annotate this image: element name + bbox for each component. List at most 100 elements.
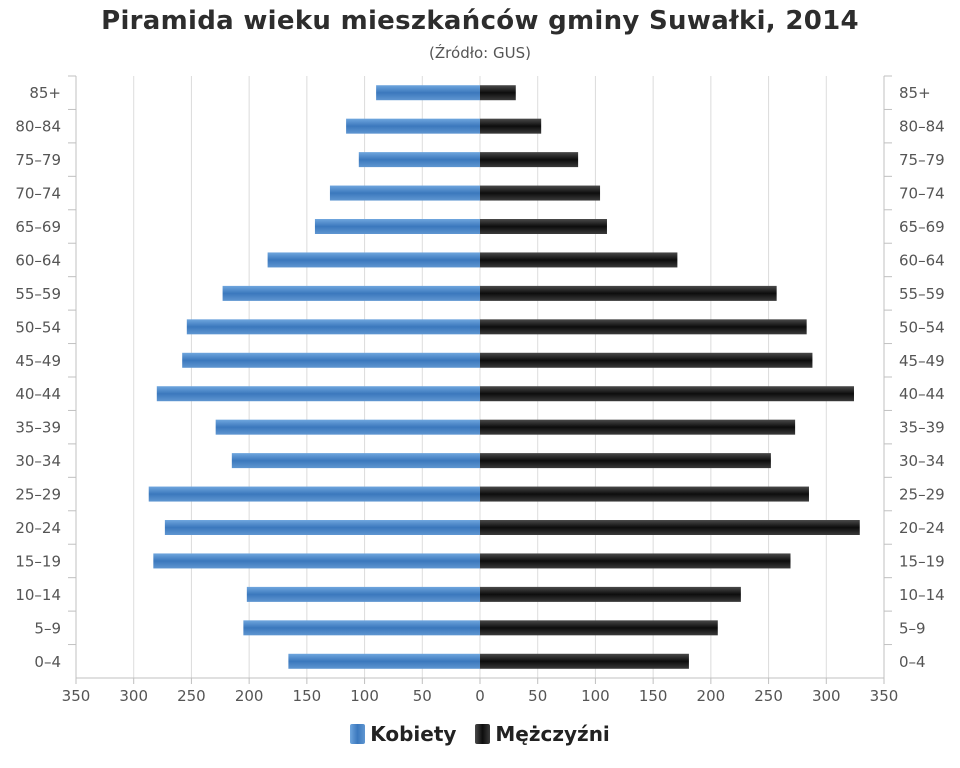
y-tick-label-left: 0–4 [34, 653, 61, 671]
y-tick-label-left: 65–69 [15, 218, 61, 236]
y-tick-label-right: 85+ [899, 84, 931, 102]
y-tick-label-right: 70–74 [899, 185, 945, 203]
x-tick-label: 300 [119, 687, 148, 705]
x-tick-label: 250 [754, 687, 783, 705]
bar-kobiety [329, 185, 480, 201]
y-tick-label-left: 45–49 [15, 352, 61, 370]
y-tick-label-left: 50–54 [15, 318, 61, 336]
x-tick-label: 350 [62, 687, 91, 705]
y-tick-label-left: 30–34 [15, 452, 61, 470]
bar-mezczyzni [480, 185, 601, 201]
y-tick-label-left: 35–39 [15, 419, 61, 437]
bar-mezczyzni [480, 386, 854, 402]
y-tick-label-right: 45–49 [899, 352, 945, 370]
bar-mezczyzni [480, 252, 678, 268]
axes [68, 75, 892, 684]
legend-label-mezczyzni: Mężczyźni [495, 722, 610, 746]
bar-kobiety [231, 453, 480, 469]
bar-kobiety [267, 252, 480, 268]
legend-swatch-kobiety [350, 724, 366, 744]
y-tick-label-right: 55–59 [899, 285, 945, 303]
y-tick-label-right: 50–54 [899, 318, 945, 336]
grid-lines [133, 76, 827, 678]
y-tick-label-left: 15–19 [15, 552, 61, 570]
chart-title: Piramida wieku mieszkańców gminy Suwałki… [101, 6, 859, 36]
x-tick-label: 250 [177, 687, 206, 705]
bar-kobiety [215, 419, 480, 435]
x-tick-label: 350 [870, 687, 899, 705]
legend-swatch-mezczyzni [475, 724, 491, 744]
x-tick-label: 150 [639, 687, 668, 705]
y-tick-label-left: 25–29 [15, 486, 61, 504]
bar-mezczyzni [480, 553, 791, 569]
bar-kobiety [376, 85, 480, 101]
bars [148, 85, 860, 669]
y-tick-label-left: 80–84 [15, 118, 61, 136]
x-tick-label: 0 [475, 687, 485, 705]
legend-item-kobiety[interactable]: Kobiety [350, 722, 456, 746]
y-tick-label-right: 20–24 [899, 519, 945, 537]
y-tick-label-left: 70–74 [15, 185, 61, 203]
bar-kobiety [153, 553, 480, 569]
bar-kobiety [288, 653, 480, 669]
y-tick-label-right: 40–44 [899, 385, 945, 403]
y-tick-label-right: 5–9 [899, 619, 926, 637]
bar-mezczyzni [480, 219, 607, 234]
bar-mezczyzni [480, 419, 796, 435]
bar-kobiety [358, 152, 480, 168]
y-tick-label-right: 75–79 [899, 151, 945, 169]
y-tick-label-right: 35–39 [899, 419, 945, 437]
bar-kobiety [182, 352, 481, 368]
y-tick-label-left: 10–14 [15, 586, 61, 604]
y-tick-label-right: 25–29 [899, 486, 945, 504]
x-tick-label: 100 [350, 687, 379, 705]
bar-kobiety [164, 520, 480, 535]
x-tick-label: 200 [697, 687, 726, 705]
bar-kobiety [246, 586, 480, 602]
y-tick-label-right: 10–14 [899, 586, 945, 604]
y-tick-label-right: 0–4 [899, 653, 926, 671]
bar-mezczyzni [480, 620, 718, 636]
y-tick-label-left: 85+ [29, 84, 61, 102]
y-tick-label-right: 30–34 [899, 452, 945, 470]
tick-labels: 350 300 250 200 150 100 50 0 50 100 150 200 250 300 35… [15, 84, 944, 705]
legend: Kobiety Mężczyźni [0, 722, 960, 749]
x-tick-label: 300 [812, 687, 841, 705]
y-tick-label-right: 80–84 [899, 118, 945, 136]
bar-kobiety [222, 285, 480, 301]
y-tick-label-left: 20–24 [15, 519, 61, 537]
chart-subtitle: (Źródło: GUS) [429, 44, 531, 62]
bar-mezczyzni [480, 453, 771, 469]
bar-mezczyzni [480, 118, 542, 134]
bar-mezczyzni [480, 285, 777, 301]
bar-mezczyzni [480, 352, 813, 368]
bar-mezczyzni [480, 520, 860, 535]
y-tick-label-left: 5–9 [34, 619, 61, 637]
bar-mezczyzni [480, 586, 741, 602]
y-tick-label-left: 40–44 [15, 385, 61, 403]
y-tick-label-left: 55–59 [15, 285, 61, 303]
x-tick-label: 50 [528, 687, 547, 705]
y-tick-label-right: 60–64 [899, 251, 945, 269]
legend-item-mezczyzni[interactable]: Mężczyźni [475, 722, 610, 746]
bar-kobiety [186, 319, 480, 335]
y-tick-label-left: 75–79 [15, 151, 61, 169]
y-tick-label-right: 15–19 [899, 552, 945, 570]
x-tick-label: 100 [581, 687, 610, 705]
x-tick-label: 200 [235, 687, 264, 705]
bar-mezczyzni [480, 653, 689, 669]
bar-mezczyzni [480, 319, 807, 335]
bar-kobiety [314, 219, 480, 234]
x-tick-label: 150 [293, 687, 322, 705]
legend-label-kobiety: Kobiety [370, 722, 457, 746]
bar-kobiety [346, 118, 480, 134]
bar-mezczyzni [480, 152, 579, 168]
bar-mezczyzni [480, 85, 516, 101]
y-tick-label-right: 65–69 [899, 218, 945, 236]
bar-kobiety [148, 486, 480, 502]
bar-kobiety [156, 386, 481, 402]
bar-mezczyzni [480, 486, 809, 502]
bar-kobiety [243, 620, 480, 636]
y-tick-label-left: 60–64 [15, 251, 61, 269]
